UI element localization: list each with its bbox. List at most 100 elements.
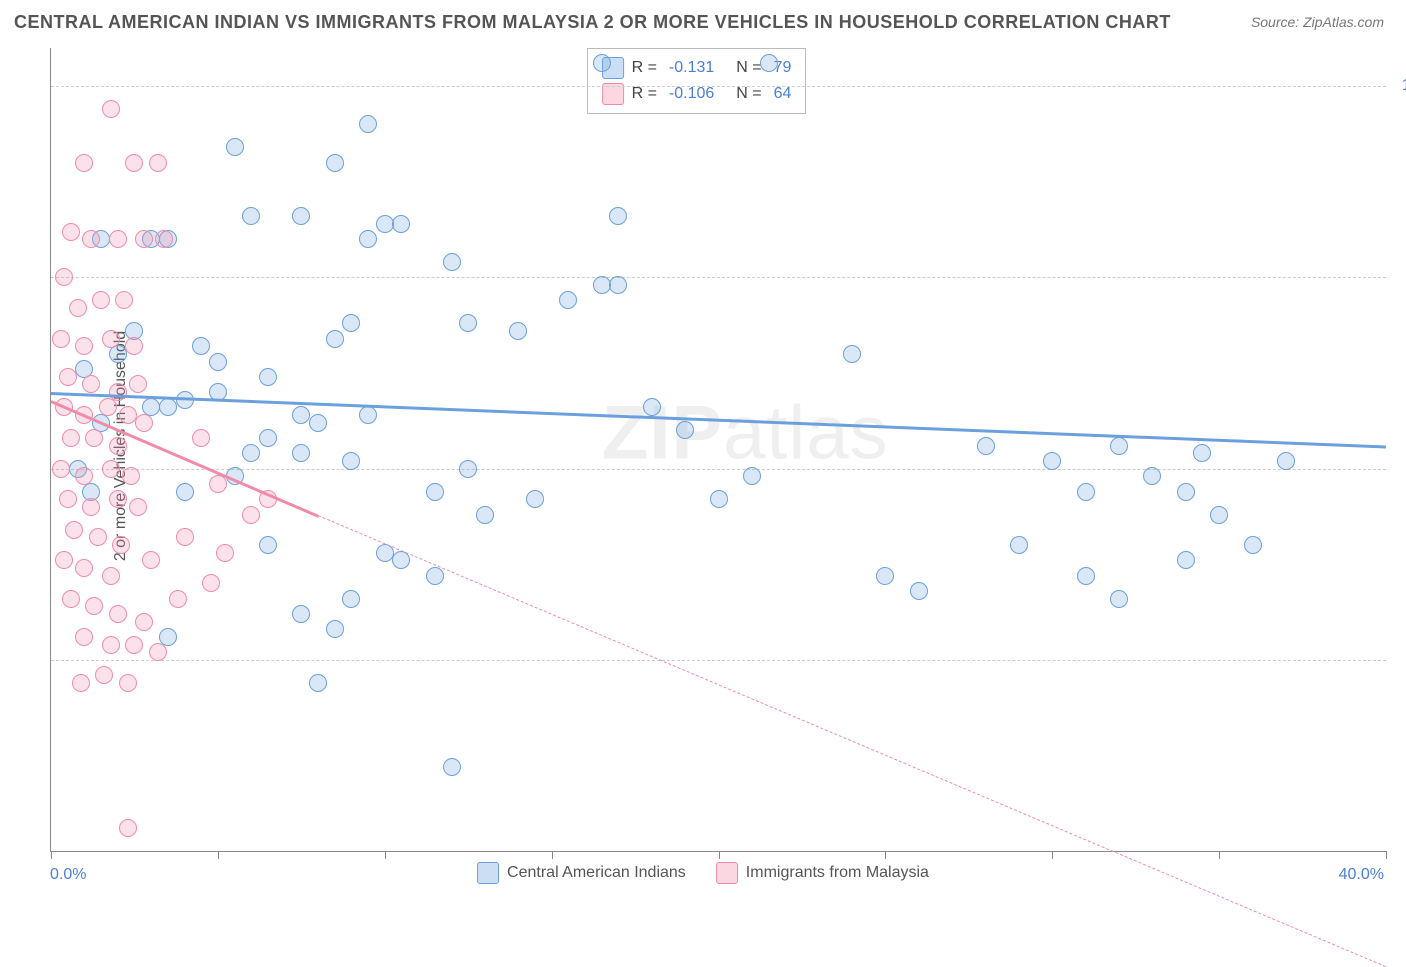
data-point <box>559 291 577 309</box>
legend-r-value: -0.106 <box>669 85 714 103</box>
data-point <box>292 406 310 424</box>
series-legend: Central American Indians Immigrants from … <box>477 862 929 884</box>
data-point <box>342 314 360 332</box>
data-point <box>125 337 143 355</box>
data-point <box>102 567 120 585</box>
data-point <box>259 536 277 554</box>
x-tick <box>51 851 52 859</box>
data-point <box>392 215 410 233</box>
legend-label: Central American Indians <box>507 864 686 882</box>
data-point <box>176 528 194 546</box>
data-point <box>169 590 187 608</box>
data-point <box>149 643 167 661</box>
data-point <box>342 590 360 608</box>
data-point <box>59 490 77 508</box>
data-point <box>1277 452 1295 470</box>
gridline <box>51 86 1386 87</box>
source-label: Source: ZipAtlas.com <box>1251 14 1384 30</box>
x-axis-right-label: 40.0% <box>1339 866 1384 884</box>
data-point <box>192 429 210 447</box>
data-point <box>72 674 90 692</box>
data-point <box>876 567 894 585</box>
data-point <box>149 154 167 172</box>
data-point <box>593 276 611 294</box>
data-point <box>1193 444 1211 462</box>
data-point <box>176 483 194 501</box>
data-point <box>112 536 130 554</box>
data-point <box>82 230 100 248</box>
data-point <box>443 253 461 271</box>
data-point <box>135 613 153 631</box>
data-point <box>52 460 70 478</box>
data-point <box>85 429 103 447</box>
legend-swatch <box>716 862 738 884</box>
data-point <box>593 54 611 72</box>
data-point <box>119 674 137 692</box>
y-tick-label: 25.0% <box>1396 651 1406 669</box>
data-point <box>643 398 661 416</box>
data-point <box>443 758 461 776</box>
data-point <box>309 674 327 692</box>
data-point <box>135 414 153 432</box>
data-point <box>75 154 93 172</box>
data-point <box>119 406 137 424</box>
data-point <box>55 268 73 286</box>
chart-plot-area: ZIPatlas R = -0.131N = 79R = -0.106N = 6… <box>50 48 1386 852</box>
data-point <box>609 207 627 225</box>
data-point <box>426 483 444 501</box>
data-point <box>109 605 127 623</box>
gridline <box>51 277 1386 278</box>
data-point <box>135 230 153 248</box>
data-point <box>359 230 377 248</box>
data-point <box>62 429 80 447</box>
data-point <box>459 460 477 478</box>
data-point <box>82 498 100 516</box>
data-point <box>69 299 87 317</box>
data-point <box>119 819 137 837</box>
data-point <box>85 597 103 615</box>
data-point <box>192 337 210 355</box>
data-point <box>102 100 120 118</box>
legend-item: Immigrants from Malaysia <box>716 862 929 884</box>
data-point <box>359 115 377 133</box>
data-point <box>476 506 494 524</box>
data-point <box>102 460 120 478</box>
data-point <box>159 398 177 416</box>
data-point <box>102 636 120 654</box>
data-point <box>1077 567 1095 585</box>
data-point <box>52 330 70 348</box>
data-point <box>1110 437 1128 455</box>
x-tick <box>1052 851 1053 859</box>
data-point <box>75 628 93 646</box>
x-tick <box>1219 851 1220 859</box>
data-point <box>1043 452 1061 470</box>
data-point <box>125 636 143 654</box>
data-point <box>102 330 120 348</box>
data-point <box>459 314 477 332</box>
data-point <box>710 490 728 508</box>
data-point <box>125 154 143 172</box>
data-point <box>1143 467 1161 485</box>
data-point <box>109 437 127 455</box>
data-point <box>216 544 234 562</box>
legend-n-label: N = <box>736 59 761 77</box>
data-point <box>676 421 694 439</box>
data-point <box>426 567 444 585</box>
data-point <box>359 406 377 424</box>
data-point <box>1244 536 1262 554</box>
data-point <box>259 429 277 447</box>
legend-label: Immigrants from Malaysia <box>746 864 929 882</box>
data-point <box>209 353 227 371</box>
data-point <box>342 452 360 470</box>
data-point <box>259 368 277 386</box>
data-point <box>376 215 394 233</box>
x-axis-left-label: 0.0% <box>50 866 86 884</box>
data-point <box>202 574 220 592</box>
data-point <box>75 337 93 355</box>
data-point <box>109 230 127 248</box>
data-point <box>62 590 80 608</box>
data-point <box>55 551 73 569</box>
data-point <box>309 414 327 432</box>
x-tick <box>552 851 553 859</box>
data-point <box>109 490 127 508</box>
